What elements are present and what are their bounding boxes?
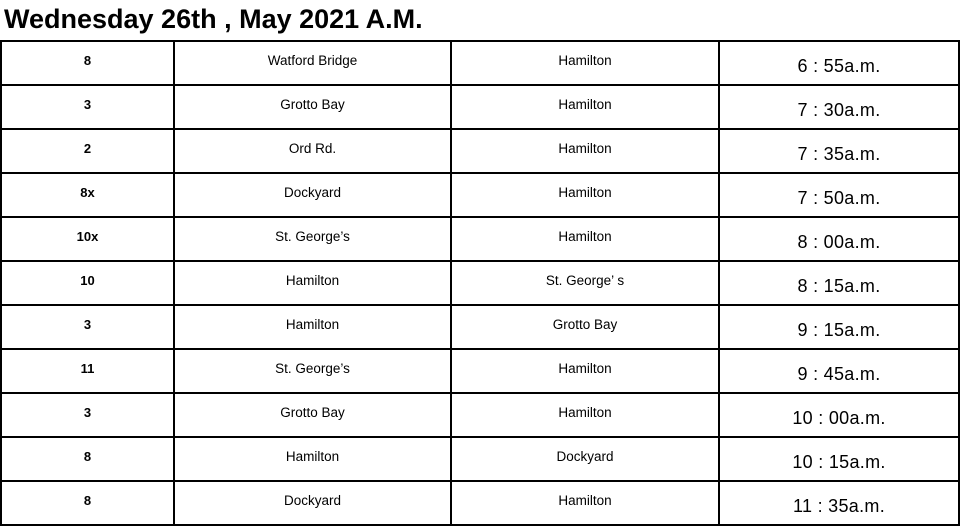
- route-number-cell: 3: [2, 306, 175, 348]
- table-row: 2 Ord Rd. Hamilton 7 : 35a.m.: [2, 130, 958, 174]
- table-row: 8 Dockyard Hamilton 11 : 35a.m.: [2, 482, 958, 524]
- origin-cell: Grotto Bay: [175, 86, 452, 128]
- time-cell: 11 : 35a.m.: [792, 496, 886, 516]
- origin-cell: Watford Bridge: [175, 42, 452, 84]
- time-cell: 7 : 30a.m.: [797, 100, 881, 120]
- table-row: 8x Dockyard Hamilton 7 : 50a.m.: [2, 174, 958, 218]
- time-cell: 7 : 50a.m.: [797, 188, 881, 208]
- origin-cell: Dockyard: [175, 174, 452, 216]
- table-row: 3 Grotto Bay Hamilton 7 : 30a.m.: [2, 86, 958, 130]
- page-title: Wednesday 26th , May 2021 A.M.: [4, 4, 423, 34]
- destination-cell: Grotto Bay: [452, 306, 720, 348]
- origin-cell: Hamilton: [175, 262, 452, 304]
- route-number-cell: 11: [2, 350, 175, 392]
- time-cell: 8 : 15a.m.: [797, 276, 881, 296]
- destination-cell: Hamilton: [452, 218, 720, 260]
- time-cell: 10 : 00a.m.: [792, 408, 886, 428]
- route-number-cell: 3: [2, 86, 175, 128]
- origin-cell: Grotto Bay: [175, 394, 452, 436]
- route-number-cell: 2: [2, 130, 175, 172]
- table-row: 11 St. George’s Hamilton 9 : 45a.m.: [2, 350, 958, 394]
- route-number-cell: 8: [2, 438, 175, 480]
- table-row: 10 Hamilton St. George’ s 8 : 15a.m.: [2, 262, 958, 306]
- route-number-cell: 8: [2, 42, 175, 84]
- schedule-table: 8 Watford Bridge Hamilton 6 : 55a.m. 3 G…: [0, 40, 960, 526]
- time-cell: 6 : 55a.m.: [797, 56, 881, 76]
- table-row: 10x St. George’s Hamilton 8 : 00a.m.: [2, 218, 958, 262]
- destination-cell: Hamilton: [452, 482, 720, 524]
- destination-cell: Dockyard: [452, 438, 720, 480]
- time-cell: 7 : 35a.m.: [797, 144, 881, 164]
- route-number-cell: 10: [2, 262, 175, 304]
- route-number-cell: 3: [2, 394, 175, 436]
- time-cell: 8 : 00a.m.: [797, 232, 881, 252]
- origin-cell: Ord Rd.: [175, 130, 452, 172]
- destination-cell: Hamilton: [452, 174, 720, 216]
- origin-cell: Hamilton: [175, 438, 452, 480]
- destination-cell: Hamilton: [452, 394, 720, 436]
- destination-cell: St. George’ s: [452, 262, 720, 304]
- origin-cell: St. George’s: [175, 350, 452, 392]
- destination-cell: Hamilton: [452, 42, 720, 84]
- table-row: 8 Watford Bridge Hamilton 6 : 55a.m.: [2, 42, 958, 86]
- time-cell: 9 : 45a.m.: [797, 364, 881, 384]
- origin-cell: Dockyard: [175, 482, 452, 524]
- table-row: 8 Hamilton Dockyard 10 : 15a.m.: [2, 438, 958, 482]
- route-number-cell: 8: [2, 482, 175, 524]
- destination-cell: Hamilton: [452, 86, 720, 128]
- table-row: 3 Hamilton Grotto Bay 9 : 15a.m.: [2, 306, 958, 350]
- origin-cell: St. George’s: [175, 218, 452, 260]
- destination-cell: Hamilton: [452, 350, 720, 392]
- origin-cell: Hamilton: [175, 306, 452, 348]
- time-cell: 10 : 15a.m.: [792, 452, 886, 472]
- destination-cell: Hamilton: [452, 130, 720, 172]
- route-number-cell: 10x: [2, 218, 175, 260]
- table-row: 3 Grotto Bay Hamilton 10 : 00a.m.: [2, 394, 958, 438]
- time-cell: 9 : 15a.m.: [797, 320, 881, 340]
- route-number-cell: 8x: [2, 174, 175, 216]
